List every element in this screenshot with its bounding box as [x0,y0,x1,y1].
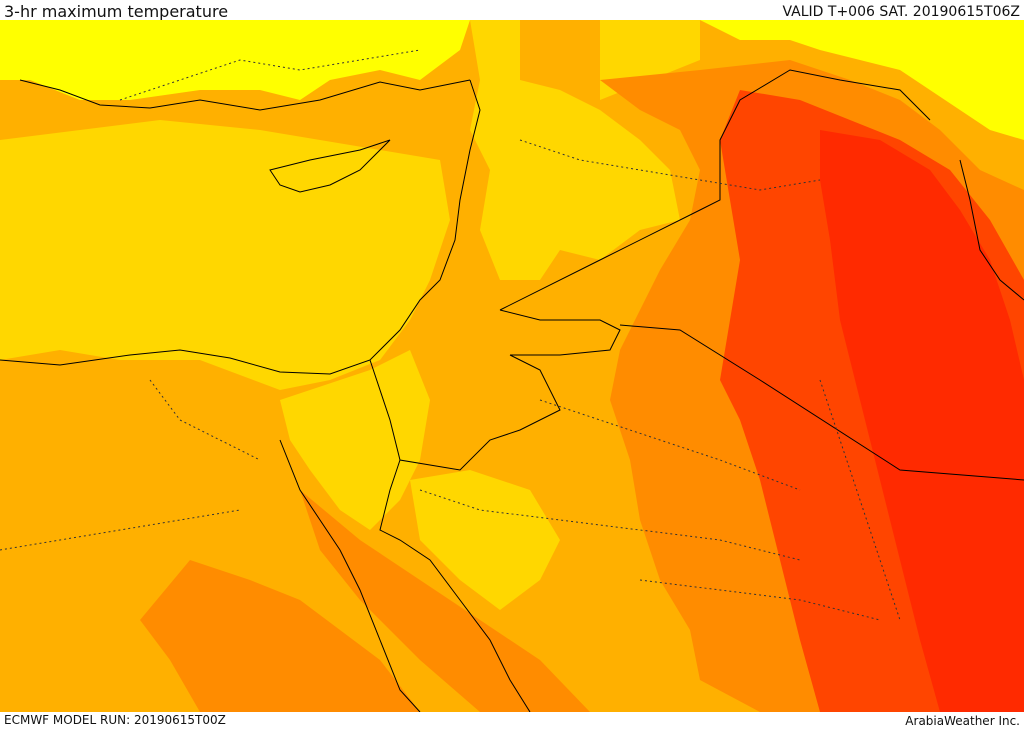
province-line-5 [0,509,241,551]
temperature-band-light-yellow [0,20,1024,140]
country-borders [0,69,1024,712]
map-canvas [0,20,1024,712]
province-line-6 [639,579,881,621]
temperature-band-red [820,130,1024,712]
cyprus-outline [269,139,391,193]
province-line-2 [519,139,821,191]
province-boundaries [0,49,901,621]
valid-time-label: VALID T+006 SAT. 20190615T06Z [782,4,1020,20]
saudi-iraq-border [619,324,1024,481]
temperature-map [0,20,1024,712]
province-line-1 [119,49,421,101]
sinai-border [369,354,561,471]
persian-gulf-coast [959,159,1024,301]
province-line-3 [539,399,801,491]
temperature-band-yellow [0,20,700,610]
mediterranean-coast [0,79,481,375]
map-title: 3-hr maximum temperature [4,2,229,21]
header-bar: 3-hr maximum temperature VALID T+006 SAT… [0,0,1024,21]
footer-bar: ECMWF MODEL RUN: 20190615T00Z ArabiaWeat… [0,712,1024,729]
province-line-8 [149,379,261,461]
temperature-band-orange-southwest [140,490,590,712]
model-run-label: ECMWF MODEL RUN: 20190615T00Z [4,713,226,727]
red-sea-east-coast [379,459,531,712]
red-sea-west-coast [279,439,421,712]
credit-label: ArabiaWeather Inc. [905,714,1020,728]
jordan-border [499,309,621,356]
province-line-7 [819,379,901,621]
anatolia-coast [19,79,471,111]
iraq-syria-border [499,69,931,311]
